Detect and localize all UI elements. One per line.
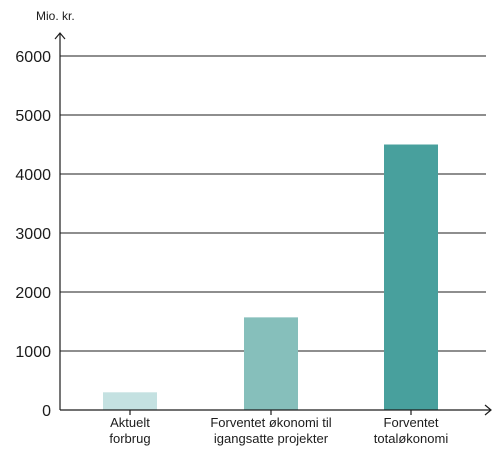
y-axis-unit-label: Mio. kr. — [36, 9, 75, 23]
x-axis-arrow-icon — [484, 404, 492, 416]
bar-2 — [384, 144, 438, 410]
x-category-label: forbrug — [109, 431, 150, 446]
y-axis-arrow-icon — [54, 32, 66, 40]
x-category-label: Forventet økonomi til — [210, 415, 331, 430]
y-tick-label: 2000 — [15, 285, 51, 302]
bar-0 — [103, 392, 157, 410]
bars — [103, 144, 438, 410]
x-category-label: igangsatte projekter — [214, 431, 329, 446]
y-tick-label: 6000 — [15, 49, 51, 66]
x-category-label: Forventet — [384, 415, 439, 430]
bar-1 — [244, 317, 298, 410]
x-category-label: Aktuelt — [110, 415, 150, 430]
axes — [54, 32, 492, 416]
y-tick-label: 0 — [42, 403, 51, 420]
y-tick-label: 5000 — [15, 108, 51, 125]
y-tick-label: 4000 — [15, 167, 51, 184]
x-category-label: totaløkonomi — [374, 431, 449, 446]
y-tick-label: 1000 — [15, 344, 51, 361]
y-tick-labels: 0 1000 2000 3000 4000 5000 6000 — [15, 49, 51, 420]
y-tick-label: 3000 — [15, 226, 51, 243]
